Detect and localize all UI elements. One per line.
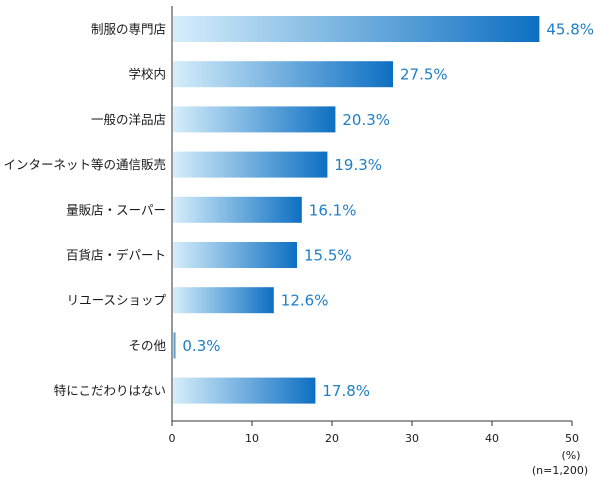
x-tick-label: 10 <box>245 432 259 445</box>
bar <box>173 196 302 223</box>
x-tick-label: 40 <box>485 432 499 445</box>
category-label: 百貨店・デパート <box>66 248 166 263</box>
x-axis-unit: (%) <box>561 449 580 462</box>
value-label: 15.5% <box>304 247 352 265</box>
sample-size: (n=1,200) <box>532 464 588 477</box>
value-label: 0.3% <box>182 337 220 355</box>
bar <box>173 377 316 404</box>
bar <box>173 242 297 268</box>
value-label: 12.6% <box>281 292 329 310</box>
x-tick-label: 0 <box>169 432 176 445</box>
category-label: インターネット等の通信販売 <box>3 157 166 172</box>
bar <box>173 16 540 42</box>
category-label: 量販店・スーパー <box>66 202 166 217</box>
value-label: 16.1% <box>309 201 357 219</box>
value-label: 20.3% <box>342 111 390 129</box>
bar <box>173 106 336 133</box>
value-label: 45.8% <box>546 21 594 39</box>
x-axis: 0 10 20 30 40 50 <box>169 6 579 445</box>
category-label: その他 <box>128 338 166 353</box>
category-label: リユースショップ <box>67 293 167 308</box>
value-label: 19.3% <box>334 156 382 174</box>
category-label: 制服の専門店 <box>91 22 166 37</box>
labels-layer: 制服の専門店 45.8% 学校内 27.5% 一般の洋品店 20.3% インターネット等の通… <box>3 21 594 401</box>
category-label: 学校内 <box>128 67 166 82</box>
bar <box>173 287 274 314</box>
value-label: 27.5% <box>400 66 448 84</box>
category-label: 一般の洋品店 <box>91 112 166 127</box>
x-tick-label: 30 <box>405 432 419 445</box>
bar <box>173 151 328 178</box>
value-label: 17.8% <box>322 382 370 400</box>
bar <box>173 332 176 359</box>
x-tick-label: 20 <box>325 432 339 445</box>
category-label: 特にこだわりはない <box>54 383 166 398</box>
x-tick-label: 50 <box>565 432 579 445</box>
bar <box>173 61 393 88</box>
bars-layer <box>173 16 540 404</box>
